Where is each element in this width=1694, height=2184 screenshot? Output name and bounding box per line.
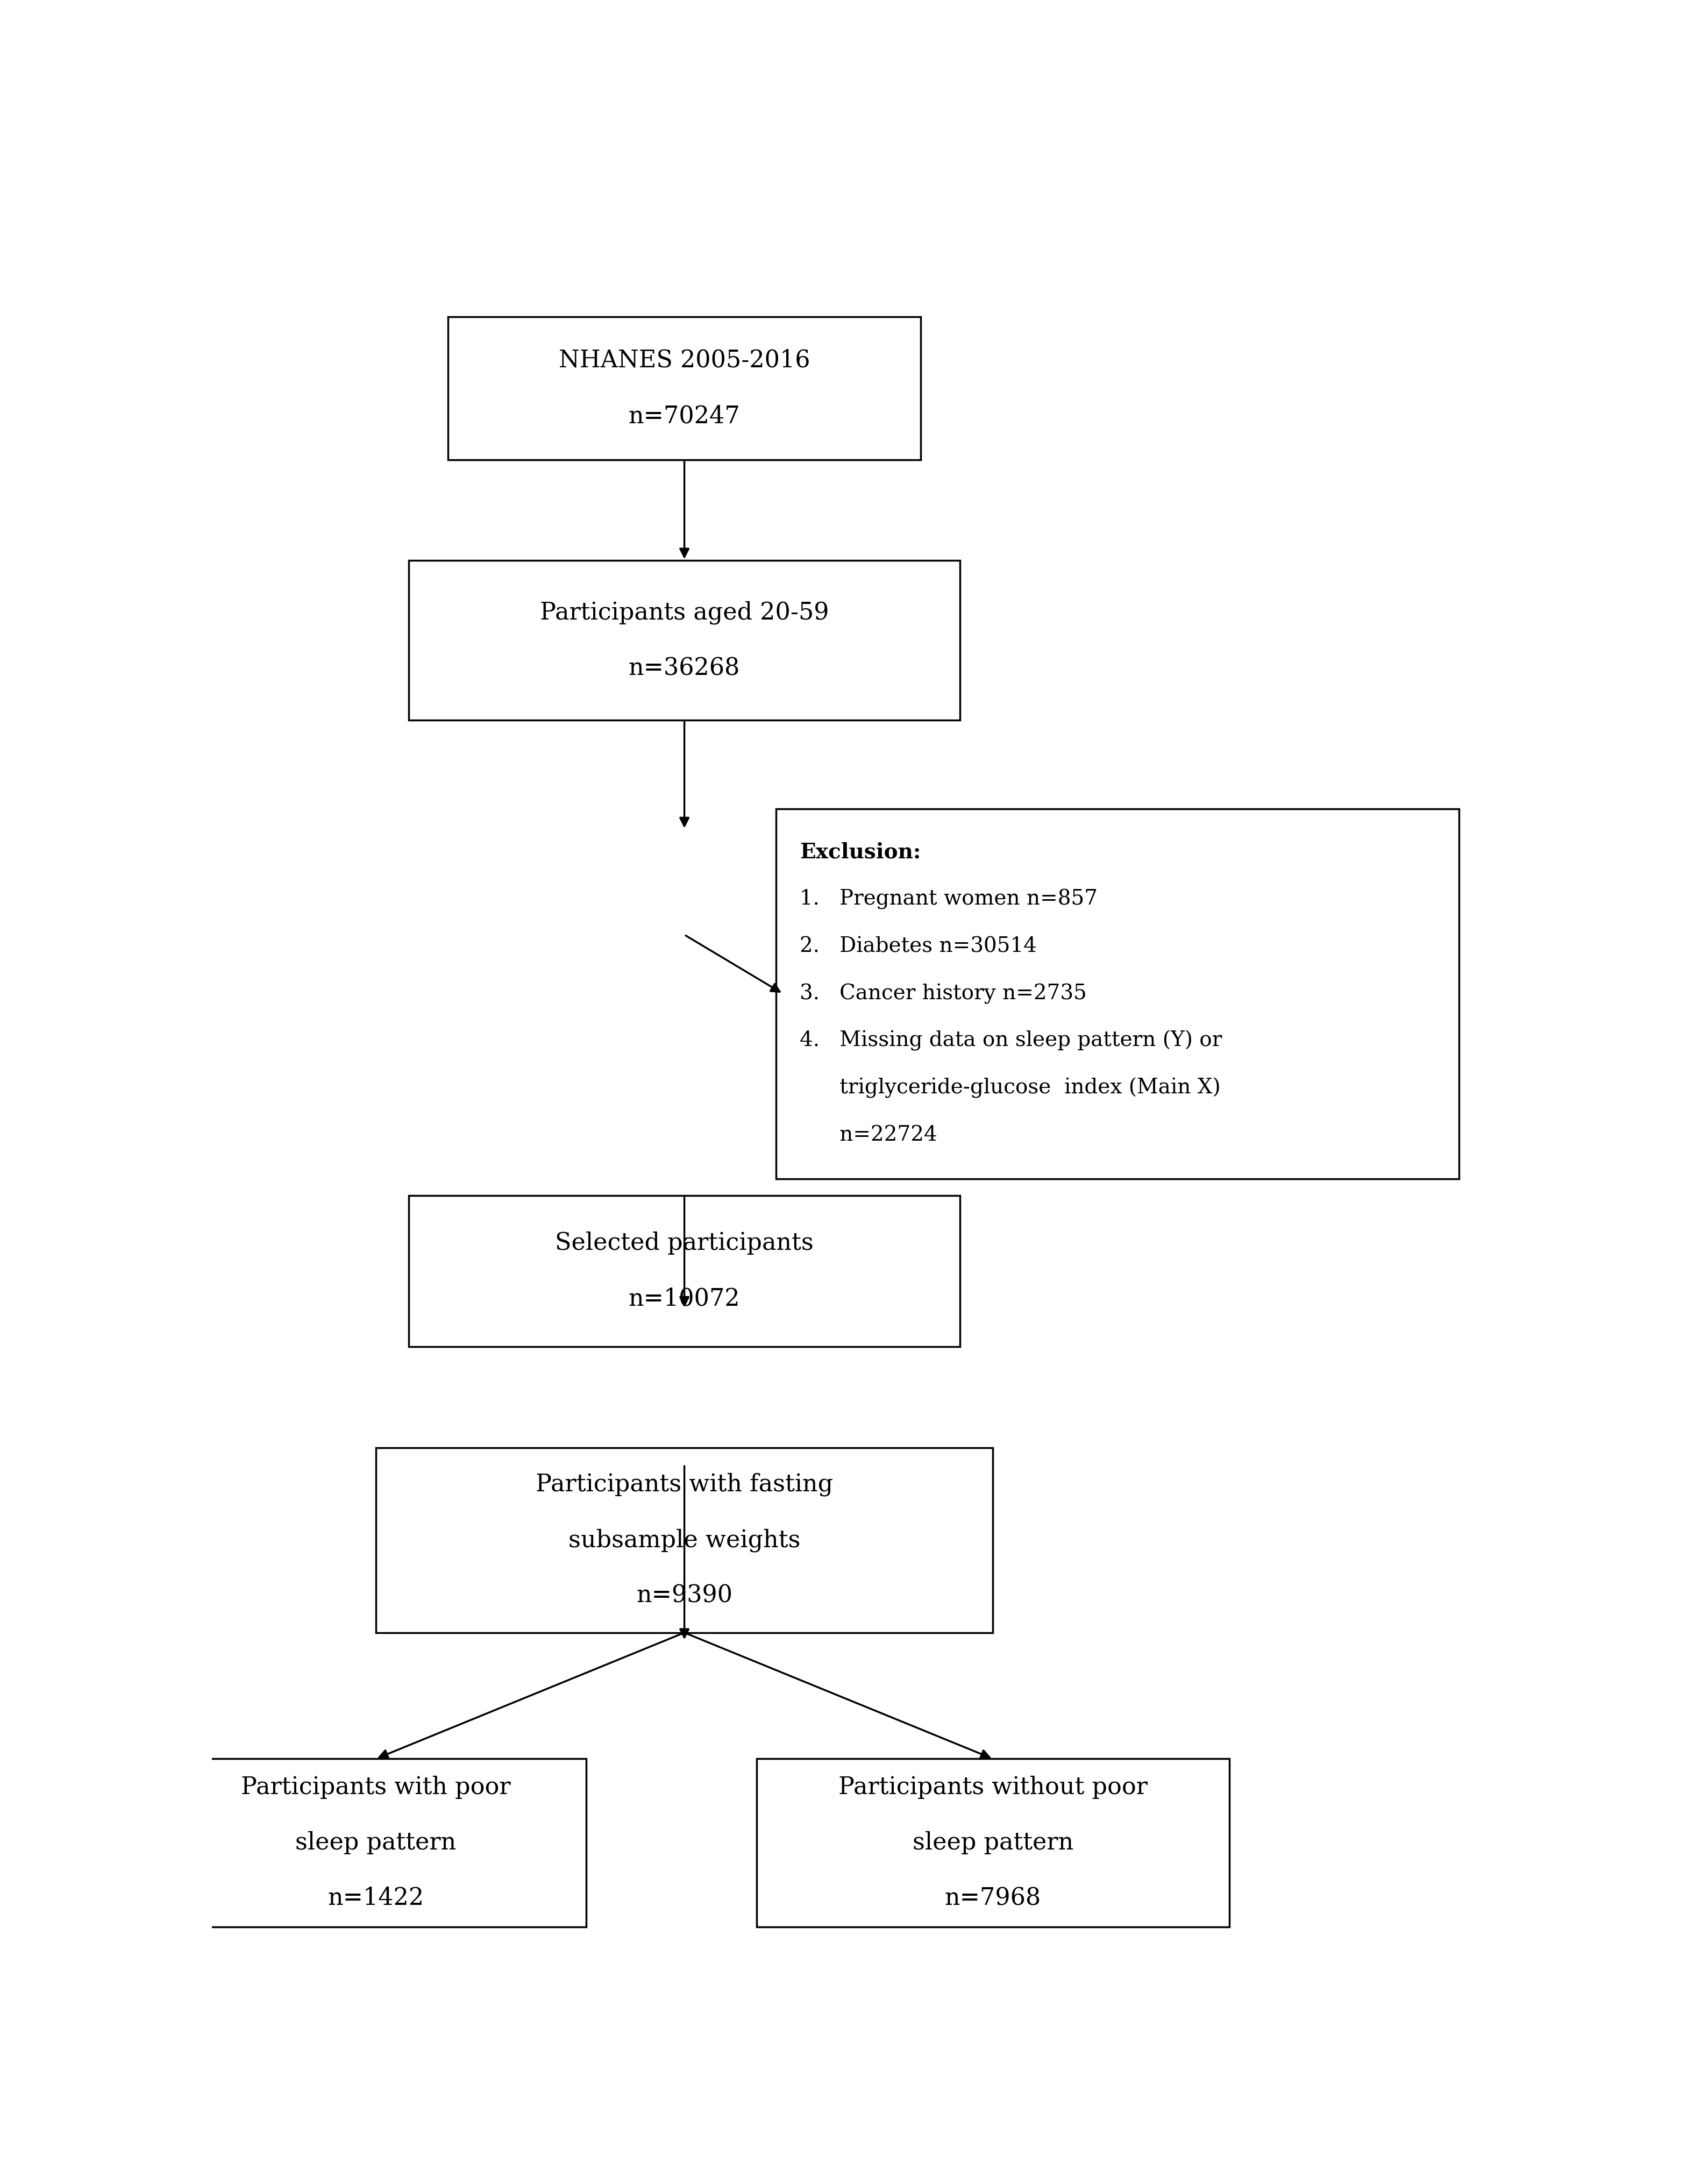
Bar	[376, 1448, 993, 1634]
Text: n=70247: n=70247	[628, 404, 740, 428]
Text: n=7968: n=7968	[945, 1887, 1042, 1911]
Text: n=10072: n=10072	[628, 1286, 740, 1310]
Text: sleep pattern: sleep pattern	[913, 1830, 1074, 1854]
Text: Selected participants: Selected participants	[556, 1232, 813, 1256]
Bar	[757, 1758, 1230, 1926]
Text: Participants aged 20-59: Participants aged 20-59	[540, 601, 828, 625]
Text: sleep pattern: sleep pattern	[295, 1830, 456, 1854]
Text: Participants without poor: Participants without poor	[839, 1776, 1147, 1800]
Bar	[166, 1758, 586, 1926]
Text: 4.   Missing data on sleep pattern (Y) or: 4. Missing data on sleep pattern (Y) or	[800, 1031, 1223, 1051]
Text: triglyceride-glucose  index (Main X): triglyceride-glucose index (Main X)	[800, 1077, 1221, 1099]
Text: 3.   Cancer history n=2735: 3. Cancer history n=2735	[800, 983, 1088, 1005]
Text: n=9390: n=9390	[637, 1583, 732, 1607]
Text: n=22724: n=22724	[800, 1125, 937, 1144]
Text: n=36268: n=36268	[628, 657, 740, 679]
Bar	[408, 561, 960, 721]
Text: Participants with poor: Participants with poor	[241, 1776, 510, 1800]
Text: Participants with fasting: Participants with fasting	[535, 1472, 833, 1496]
Text: 1.   Pregnant women n=857: 1. Pregnant women n=857	[800, 889, 1098, 911]
Bar	[447, 317, 922, 459]
Text: n=1422: n=1422	[327, 1887, 424, 1911]
Bar	[408, 1195, 960, 1348]
Text: subsample weights: subsample weights	[569, 1529, 800, 1553]
Text: Exclusion:: Exclusion:	[800, 843, 922, 863]
Bar	[776, 808, 1459, 1179]
Text: 2.   Diabetes n=30514: 2. Diabetes n=30514	[800, 937, 1037, 957]
Text: NHANES 2005-2016: NHANES 2005-2016	[559, 349, 810, 371]
